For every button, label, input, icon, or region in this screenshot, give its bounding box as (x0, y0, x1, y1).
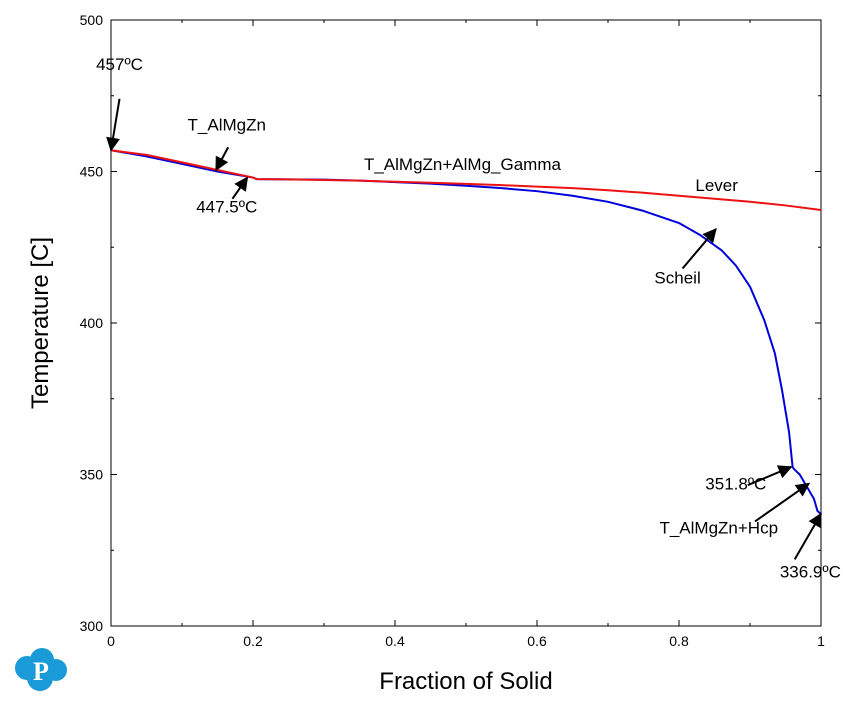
annotation-label: Scheil (654, 269, 700, 288)
annotations: 457ºC T_AlMgZn 447.5ºC T_AlMgZn+AlMg_Gamma L… (96, 55, 841, 582)
x-tick-label: 0 (107, 633, 115, 649)
y-tick-label: 300 (80, 618, 104, 634)
x-axis-title: Fraction of Solid (379, 668, 552, 695)
annotation-arrow (215, 146, 230, 172)
annotation-arrow (681, 228, 717, 270)
x-tick-label: 0.2 (243, 633, 263, 649)
y-tick-label: 350 (80, 467, 104, 483)
annotation-arrow (754, 482, 811, 523)
x-tick-label: 0.4 (385, 633, 405, 649)
annotation-arrow (231, 176, 249, 200)
y-tick-label: 500 (80, 12, 104, 28)
annotation-label: 336.9ºC (780, 563, 841, 582)
axes: 0 0.2 0.4 0.6 0.8 1 300 350 400 450 500 (80, 12, 825, 649)
annotation-label: 447.5ºC (196, 197, 257, 216)
annotation-label: T_AlMgZn+Hcp (659, 519, 778, 538)
annotation-label: 457ºC (96, 55, 143, 74)
y-tick-label: 400 (80, 315, 104, 331)
logo-letter: P (33, 657, 49, 686)
x-tick-label: 0.8 (669, 633, 689, 649)
annotation-arrow (747, 465, 793, 487)
annotation-arrow (106, 98, 121, 152)
annotation-label: Lever (695, 176, 738, 195)
annotation-label: 351.8ºC (705, 475, 766, 494)
y-axis-title: Temperature [C] (27, 237, 54, 409)
annotation-label: T_AlMgZn (188, 116, 266, 135)
x-tick-label: 1 (817, 633, 825, 649)
x-tick-label: 0.6 (527, 633, 547, 649)
pandat-logo: P (15, 648, 67, 691)
annotation-arrow (793, 512, 822, 560)
logo-blob-bottom (27, 665, 53, 691)
series-layer (110, 149, 822, 515)
series-line-lever (110, 149, 822, 211)
y-tick-label: 450 (80, 164, 104, 180)
annotation-label: T_AlMgZn+AlMg_Gamma (364, 155, 562, 174)
